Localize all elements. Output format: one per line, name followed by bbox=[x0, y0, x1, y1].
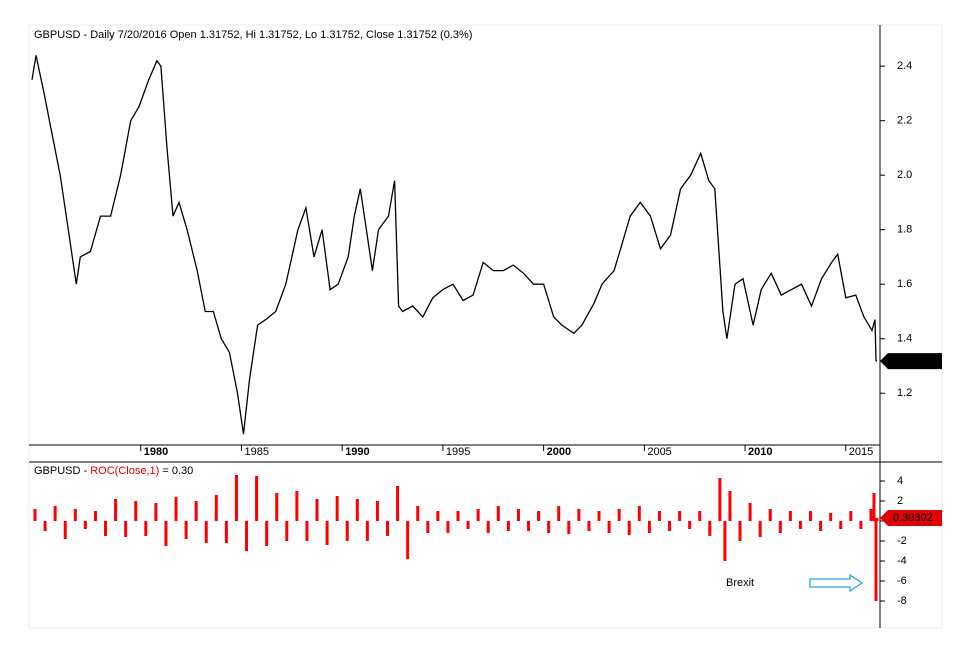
price-line bbox=[31, 55, 878, 435]
y-tick-label: 4 bbox=[897, 475, 903, 487]
x-tick-label: 1990 bbox=[345, 446, 369, 458]
y-tick-label: 1.8 bbox=[897, 224, 912, 236]
x-tick-label: 2010 bbox=[748, 446, 772, 458]
x-tick-label: 2000 bbox=[547, 446, 571, 458]
last-value-tag bbox=[880, 509, 942, 526]
y-tick-label: 1.4 bbox=[897, 333, 912, 345]
x-tick-label: 1985 bbox=[244, 446, 268, 458]
x-tick-label: 2005 bbox=[647, 446, 671, 458]
chart-title: GBPUSD - Daily 7/20/2016 Open 1.31752, H… bbox=[34, 29, 472, 41]
y-tick-label: 2.4 bbox=[897, 60, 912, 72]
indicator-title: GBPUSD - ROC(Close,1) = 0.30 bbox=[34, 465, 193, 477]
last-value-label: 1.31752 bbox=[893, 355, 933, 367]
brexit-arrow bbox=[809, 573, 864, 593]
y-tick-label: 1.6 bbox=[897, 278, 912, 290]
y-tick-label: -8 bbox=[897, 595, 907, 607]
y-tick-label: -6 bbox=[897, 575, 907, 587]
indicator-name: ROC(Close,1) bbox=[90, 465, 159, 477]
last-value-tag bbox=[880, 353, 942, 370]
y-tick-label: -4 bbox=[897, 555, 907, 567]
last-value-label: 0.30302 bbox=[893, 512, 933, 524]
y-tick-label: 2.2 bbox=[897, 115, 912, 127]
y-tick-label: 1.2 bbox=[897, 387, 912, 399]
y-tick-label: 2 bbox=[897, 495, 903, 507]
chart-frame bbox=[28, 24, 943, 629]
y-tick-label: -2 bbox=[897, 535, 907, 547]
y-tick-label: 2.0 bbox=[897, 169, 912, 181]
x-tick-label: 1995 bbox=[446, 446, 470, 458]
annotation: Brexit bbox=[726, 577, 754, 589]
indicator-value: = 0.30 bbox=[159, 465, 193, 477]
x-tick-label: 2015 bbox=[849, 446, 873, 458]
x-tick-label: 1980 bbox=[144, 446, 168, 458]
indicator-symbol: GBPUSD - bbox=[34, 465, 90, 477]
